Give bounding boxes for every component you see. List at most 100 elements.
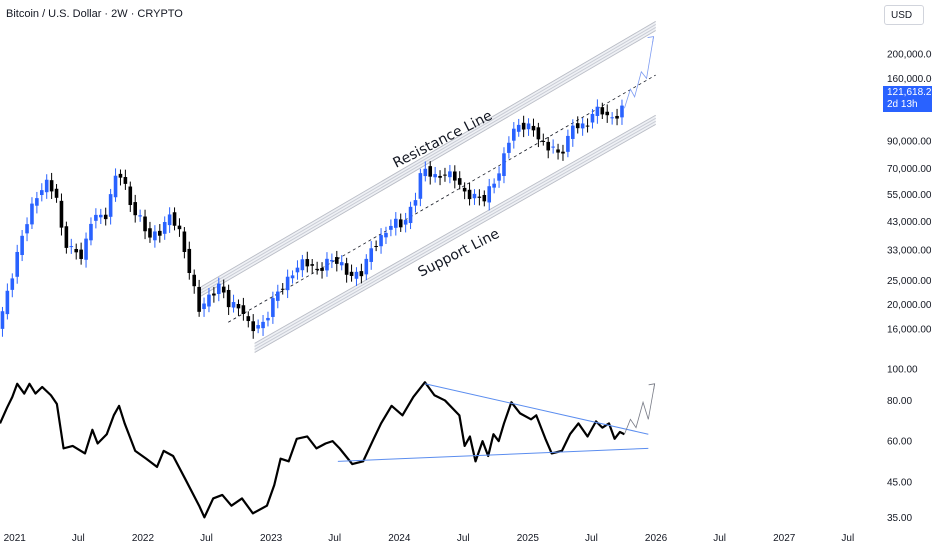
candle-up bbox=[25, 224, 29, 234]
candle-down bbox=[182, 231, 187, 252]
candle-up bbox=[403, 220, 408, 225]
oscillator-axis-tick-label: 80.00 bbox=[887, 396, 912, 407]
time-axis-tick-label: 2021 bbox=[4, 533, 27, 544]
support-band-fill bbox=[254, 115, 656, 353]
candle-up bbox=[389, 225, 393, 230]
candle-down bbox=[477, 196, 482, 198]
candle-down bbox=[398, 219, 403, 228]
candle-up bbox=[325, 258, 329, 271]
candle-up bbox=[89, 223, 93, 241]
candle-down bbox=[575, 123, 580, 129]
candle-down bbox=[556, 149, 560, 153]
chart-symbol-title: Bitcoin / U.S. Dollar · 2W · CRYPTO bbox=[6, 8, 183, 20]
candle-up bbox=[571, 125, 575, 139]
last-price-label: 121,618.27 2d 13h bbox=[883, 86, 932, 112]
candle-up bbox=[448, 171, 452, 178]
candle-down bbox=[54, 188, 59, 198]
candle-up bbox=[610, 117, 614, 119]
candle-down bbox=[310, 264, 315, 266]
candle-down bbox=[246, 316, 251, 322]
candle-up bbox=[162, 222, 167, 234]
candle-up bbox=[10, 278, 15, 290]
candle-down bbox=[315, 268, 319, 270]
bar-countdown: 2d 13h bbox=[887, 99, 918, 110]
candle-down bbox=[349, 271, 354, 276]
time-axis-tick-label: 2027 bbox=[773, 533, 796, 544]
candle-up bbox=[433, 174, 437, 178]
candle-up bbox=[300, 259, 305, 271]
candle-up bbox=[566, 135, 570, 152]
candle-down bbox=[59, 200, 64, 228]
candle-down bbox=[118, 173, 123, 178]
oscillator-projection-arrowhead bbox=[648, 383, 656, 390]
candle-up bbox=[339, 262, 344, 266]
candle-up bbox=[167, 214, 172, 226]
candle-up bbox=[108, 194, 113, 217]
price-axis-tick-label: 33,000.00 bbox=[887, 246, 932, 257]
candle-down bbox=[462, 187, 467, 192]
candle-up bbox=[275, 291, 280, 301]
candle-down bbox=[531, 125, 536, 131]
candle-up bbox=[0, 311, 5, 329]
candle-down bbox=[344, 263, 349, 275]
oscillator-axis-tick-label: 60.00 bbox=[887, 437, 912, 448]
candle-up bbox=[512, 128, 516, 141]
candle-down bbox=[546, 141, 551, 151]
oscillator-line bbox=[0, 381, 625, 519]
price-axis-tick-label: 25,000.00 bbox=[887, 276, 932, 287]
candle-up bbox=[551, 146, 555, 148]
candle-down bbox=[615, 115, 619, 119]
price-axis-tick-label: 43,000.00 bbox=[887, 217, 932, 228]
price-projection-path bbox=[624, 36, 654, 109]
time-axis-tick-label: Jul bbox=[457, 533, 470, 544]
candle-up bbox=[492, 183, 496, 188]
candle-down bbox=[148, 228, 152, 238]
candle-down bbox=[482, 195, 487, 202]
candle-down bbox=[128, 186, 133, 206]
candle-up bbox=[138, 215, 142, 217]
candle-up bbox=[423, 168, 428, 177]
candle-down bbox=[49, 180, 54, 192]
candle-up bbox=[408, 206, 413, 224]
price-axis-tick-label: 20,000.00 bbox=[887, 300, 932, 311]
oscillator-upper-trendline bbox=[424, 383, 649, 435]
time-axis-tick-label: 2025 bbox=[517, 533, 540, 544]
price-axis: 16,000.00 20,000.00 25,000.00 33,000.00 43,0… bbox=[887, 50, 932, 524]
candle-down bbox=[374, 245, 378, 247]
candle-down bbox=[64, 226, 69, 248]
candle-down bbox=[221, 286, 226, 293]
candle-down bbox=[241, 305, 246, 314]
candle-up bbox=[620, 105, 624, 118]
candle-up bbox=[30, 203, 34, 225]
candle-up bbox=[216, 283, 221, 295]
candle-down bbox=[280, 288, 285, 290]
time-axis-tick-label: Jul bbox=[713, 533, 726, 544]
candle-up bbox=[472, 193, 477, 199]
price-axis-tick-label: 70,000.00 bbox=[887, 164, 932, 175]
candle-up bbox=[595, 106, 600, 116]
candle-up bbox=[98, 214, 103, 218]
candle-up bbox=[271, 298, 275, 317]
candle-down bbox=[443, 174, 447, 176]
candle-up bbox=[502, 153, 506, 176]
candle-up bbox=[394, 218, 398, 228]
time-axis-tick-label: Jul bbox=[72, 533, 85, 544]
candle-up bbox=[290, 275, 295, 279]
candle-down bbox=[320, 268, 324, 271]
price-candles bbox=[0, 99, 624, 339]
candle-up bbox=[364, 258, 369, 275]
currency-selector[interactable]: USD bbox=[884, 5, 924, 25]
candle-down bbox=[521, 122, 526, 130]
price-axis-tick-label: 200,000.00 bbox=[887, 50, 932, 61]
price-axis-tick-label: 160,000.00 bbox=[887, 74, 932, 85]
candle-down bbox=[541, 140, 546, 142]
candle-down bbox=[453, 171, 457, 181]
time-axis-tick-label: Jul bbox=[841, 533, 854, 544]
candle-down bbox=[251, 321, 256, 332]
candle-up bbox=[354, 271, 359, 279]
candle-up bbox=[113, 175, 118, 198]
oscillator-axis-tick-label: 45.00 bbox=[887, 477, 912, 488]
candle-down bbox=[359, 271, 364, 277]
price-projection bbox=[624, 36, 655, 109]
